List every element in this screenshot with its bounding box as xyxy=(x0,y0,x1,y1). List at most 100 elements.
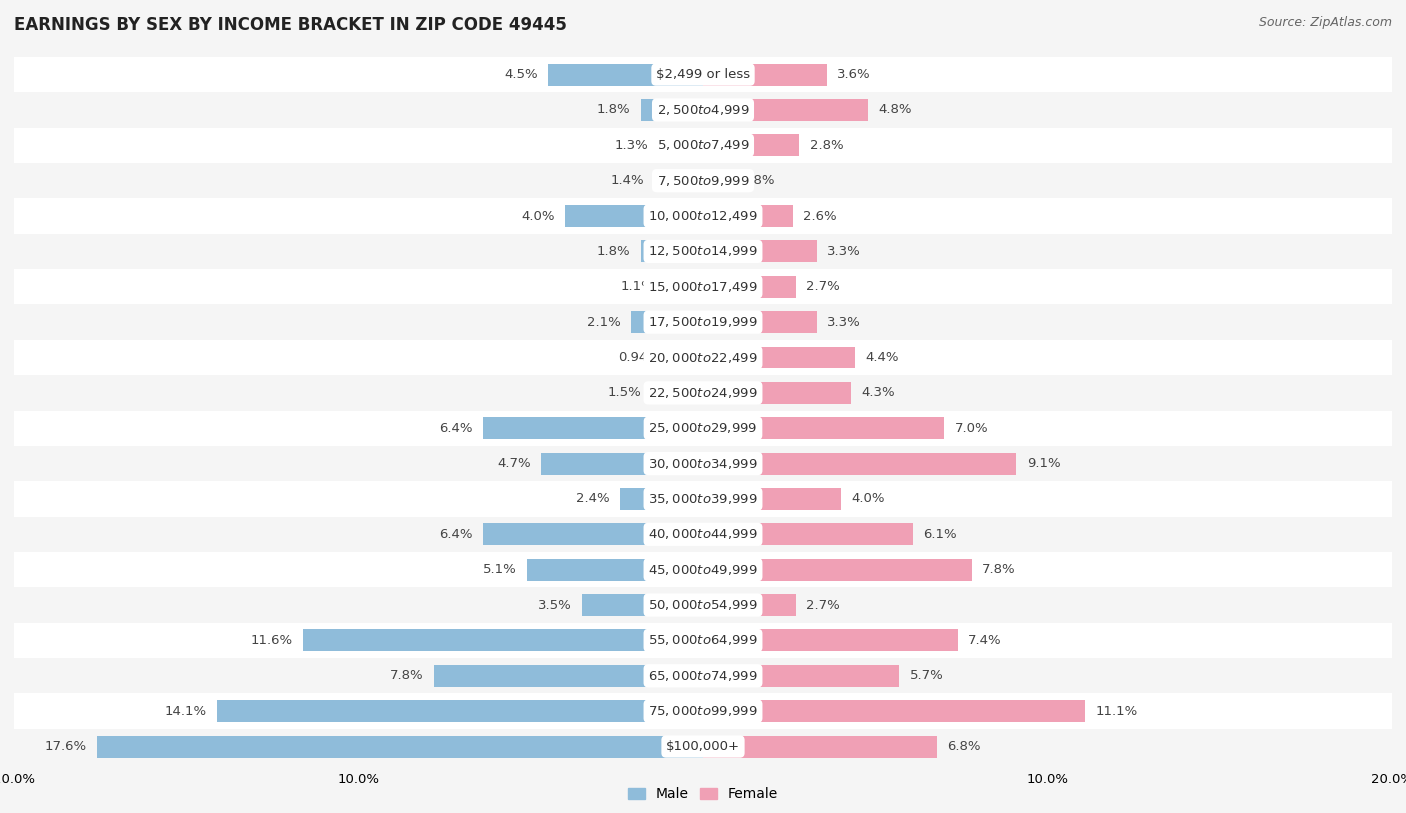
Text: $2,499 or less: $2,499 or less xyxy=(657,68,749,81)
Text: 1.8%: 1.8% xyxy=(598,103,631,116)
Text: 3.5%: 3.5% xyxy=(538,598,572,611)
Text: 4.0%: 4.0% xyxy=(851,493,884,506)
Bar xyxy=(703,736,938,758)
Bar xyxy=(658,134,703,156)
Bar xyxy=(14,128,1392,163)
Bar xyxy=(671,346,703,368)
Bar xyxy=(703,63,827,85)
Text: 5.1%: 5.1% xyxy=(484,563,517,576)
Text: 6.8%: 6.8% xyxy=(948,740,981,753)
Bar xyxy=(620,488,703,510)
Text: $35,000 to $39,999: $35,000 to $39,999 xyxy=(648,492,758,506)
Text: 2.6%: 2.6% xyxy=(803,210,837,223)
Bar xyxy=(14,552,1392,587)
Bar xyxy=(703,346,855,368)
Bar xyxy=(527,559,703,580)
Text: $25,000 to $29,999: $25,000 to $29,999 xyxy=(648,421,758,435)
Bar xyxy=(703,594,796,616)
Text: $75,000 to $99,999: $75,000 to $99,999 xyxy=(648,704,758,718)
Bar xyxy=(703,99,869,121)
Text: 4.5%: 4.5% xyxy=(503,68,537,81)
Bar xyxy=(218,700,703,722)
Text: $20,000 to $22,499: $20,000 to $22,499 xyxy=(648,350,758,364)
Text: 9.1%: 9.1% xyxy=(1026,457,1060,470)
Text: 11.1%: 11.1% xyxy=(1095,705,1137,718)
Bar xyxy=(14,517,1392,552)
Text: 7.8%: 7.8% xyxy=(981,563,1015,576)
Text: $45,000 to $49,999: $45,000 to $49,999 xyxy=(648,563,758,576)
Text: 2.8%: 2.8% xyxy=(810,139,844,152)
Bar xyxy=(14,304,1392,340)
Bar xyxy=(14,163,1392,198)
Text: 1.3%: 1.3% xyxy=(614,139,648,152)
Bar xyxy=(703,382,851,404)
Bar xyxy=(703,134,800,156)
Bar xyxy=(703,311,817,333)
Text: $65,000 to $74,999: $65,000 to $74,999 xyxy=(648,669,758,683)
Text: 1.8%: 1.8% xyxy=(598,245,631,258)
Bar xyxy=(703,453,1017,475)
Text: 1.5%: 1.5% xyxy=(607,386,641,399)
Bar xyxy=(703,276,796,298)
Text: Source: ZipAtlas.com: Source: ZipAtlas.com xyxy=(1258,16,1392,29)
Bar xyxy=(14,446,1392,481)
Text: $22,500 to $24,999: $22,500 to $24,999 xyxy=(648,386,758,400)
Bar xyxy=(14,587,1392,623)
Text: 11.6%: 11.6% xyxy=(250,634,292,647)
Text: 4.4%: 4.4% xyxy=(865,351,898,364)
Bar xyxy=(14,340,1392,375)
Bar xyxy=(14,269,1392,304)
Bar xyxy=(548,63,703,85)
Text: $10,000 to $12,499: $10,000 to $12,499 xyxy=(648,209,758,223)
Bar xyxy=(655,170,703,192)
Text: 2.4%: 2.4% xyxy=(576,493,610,506)
Text: EARNINGS BY SEX BY INCOME BRACKET IN ZIP CODE 49445: EARNINGS BY SEX BY INCOME BRACKET IN ZIP… xyxy=(14,16,567,34)
Legend: Male, Female: Male, Female xyxy=(623,781,783,806)
Text: $40,000 to $44,999: $40,000 to $44,999 xyxy=(648,528,758,541)
Bar xyxy=(651,382,703,404)
Bar xyxy=(14,659,1392,693)
Bar xyxy=(14,57,1392,92)
Bar xyxy=(703,665,900,687)
Text: 3.3%: 3.3% xyxy=(827,315,860,328)
Bar xyxy=(14,729,1392,764)
Text: 6.1%: 6.1% xyxy=(924,528,957,541)
Text: 7.8%: 7.8% xyxy=(391,669,425,682)
Text: $50,000 to $54,999: $50,000 to $54,999 xyxy=(648,598,758,612)
Bar xyxy=(703,524,912,546)
Text: 4.0%: 4.0% xyxy=(522,210,555,223)
Bar xyxy=(14,693,1392,729)
Bar xyxy=(14,375,1392,411)
Bar xyxy=(482,417,703,439)
Text: $7,500 to $9,999: $7,500 to $9,999 xyxy=(657,174,749,188)
Text: 3.6%: 3.6% xyxy=(838,68,870,81)
Text: $5,000 to $7,499: $5,000 to $7,499 xyxy=(657,138,749,152)
Bar xyxy=(14,481,1392,517)
Text: 1.4%: 1.4% xyxy=(610,174,644,187)
Bar xyxy=(703,241,817,263)
Text: 1.1%: 1.1% xyxy=(621,280,655,293)
Text: 2.7%: 2.7% xyxy=(807,280,841,293)
Bar xyxy=(14,233,1392,269)
Bar xyxy=(14,92,1392,128)
Text: 4.3%: 4.3% xyxy=(862,386,896,399)
Text: 7.4%: 7.4% xyxy=(969,634,1002,647)
Text: 2.1%: 2.1% xyxy=(586,315,620,328)
Text: $30,000 to $34,999: $30,000 to $34,999 xyxy=(648,457,758,471)
Text: 14.1%: 14.1% xyxy=(165,705,207,718)
Text: 5.7%: 5.7% xyxy=(910,669,943,682)
Bar xyxy=(482,524,703,546)
Text: 4.7%: 4.7% xyxy=(498,457,531,470)
Text: 0.94%: 0.94% xyxy=(619,351,661,364)
Bar xyxy=(665,276,703,298)
Text: 6.4%: 6.4% xyxy=(439,528,472,541)
Text: 6.4%: 6.4% xyxy=(439,422,472,435)
Bar xyxy=(631,311,703,333)
Bar xyxy=(541,453,703,475)
Text: 3.3%: 3.3% xyxy=(827,245,860,258)
Bar xyxy=(703,629,957,651)
Text: 0.8%: 0.8% xyxy=(741,174,775,187)
Bar xyxy=(304,629,703,651)
Bar xyxy=(14,411,1392,446)
Text: $2,500 to $4,999: $2,500 to $4,999 xyxy=(657,103,749,117)
